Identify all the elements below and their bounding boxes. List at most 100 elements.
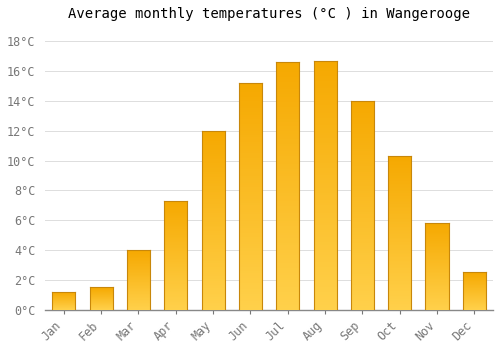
Bar (276, 258, 299, 260)
Bar (239, 92, 262, 94)
Bar (314, 297, 336, 300)
Bar (127, 251, 150, 252)
Bar (239, 289, 262, 292)
Bar (314, 208, 336, 210)
Bar (239, 301, 262, 303)
Bar (164, 256, 188, 258)
Bar (388, 294, 411, 296)
Bar (351, 145, 374, 147)
Bar (164, 291, 188, 292)
Bar (351, 303, 374, 306)
Bar (239, 167, 262, 169)
Bar (426, 227, 448, 228)
Bar (276, 255, 299, 258)
Bar (202, 154, 224, 156)
Bar (351, 282, 374, 285)
Bar (239, 158, 262, 160)
Bar (351, 297, 374, 299)
Bar (164, 301, 188, 302)
Bar (388, 253, 411, 254)
Bar (239, 126, 262, 128)
Bar (426, 269, 448, 270)
Bar (314, 262, 336, 265)
Bar (388, 181, 411, 182)
Bar (388, 288, 411, 290)
Bar (388, 207, 411, 208)
Bar (388, 216, 411, 218)
Bar (127, 308, 150, 309)
Bar (164, 279, 188, 280)
Bar (426, 267, 448, 268)
Bar (314, 85, 336, 88)
Bar (314, 78, 336, 80)
Bar (388, 274, 411, 276)
Bar (239, 271, 262, 273)
Bar (426, 287, 448, 288)
Bar (314, 91, 336, 93)
Bar (351, 163, 374, 166)
Bar (202, 251, 224, 252)
Bar (314, 250, 336, 252)
Bar (202, 240, 224, 242)
Bar (463, 289, 486, 290)
Bar (314, 190, 336, 192)
Bar (276, 114, 299, 117)
Bar (276, 213, 299, 216)
Bar (202, 206, 224, 208)
Bar (351, 258, 374, 260)
Bar (314, 73, 336, 76)
Bar (426, 234, 448, 235)
Bar (127, 287, 150, 288)
Bar (426, 226, 448, 227)
Bar (388, 182, 411, 184)
Bar (351, 174, 374, 176)
Bar (164, 230, 188, 231)
Bar (127, 266, 150, 267)
Bar (388, 245, 411, 247)
Bar (388, 162, 411, 164)
Bar (127, 280, 150, 281)
Bar (388, 305, 411, 307)
Bar (276, 290, 299, 292)
Bar (164, 203, 188, 204)
Bar (276, 154, 299, 156)
Bar (463, 284, 486, 285)
Bar (388, 290, 411, 291)
Bar (127, 279, 150, 280)
Bar (164, 255, 188, 256)
Bar (276, 233, 299, 236)
Bar (388, 247, 411, 248)
Bar (239, 248, 262, 251)
Bar (351, 241, 374, 243)
Bar (239, 196, 262, 198)
Bar (388, 293, 411, 294)
Bar (202, 254, 224, 256)
Bar (127, 291, 150, 292)
Bar (164, 261, 188, 262)
Bar (164, 232, 188, 233)
Bar (164, 293, 188, 294)
Bar (164, 202, 188, 203)
Bar (426, 293, 448, 294)
Bar (202, 267, 224, 268)
Bar (351, 151, 374, 153)
Bar (276, 278, 299, 280)
Bar (426, 255, 448, 256)
Bar (463, 281, 486, 282)
Bar (388, 165, 411, 167)
Bar (426, 273, 448, 274)
Bar (239, 142, 262, 144)
Bar (239, 103, 262, 106)
Bar (276, 238, 299, 240)
Bar (276, 287, 299, 290)
Bar (239, 151, 262, 153)
Bar (276, 307, 299, 310)
Bar (426, 296, 448, 297)
Bar (276, 102, 299, 104)
Bar (463, 275, 486, 276)
Bar (127, 304, 150, 305)
Bar (127, 285, 150, 286)
Bar (239, 99, 262, 101)
Bar (239, 224, 262, 226)
Bar (276, 136, 299, 139)
